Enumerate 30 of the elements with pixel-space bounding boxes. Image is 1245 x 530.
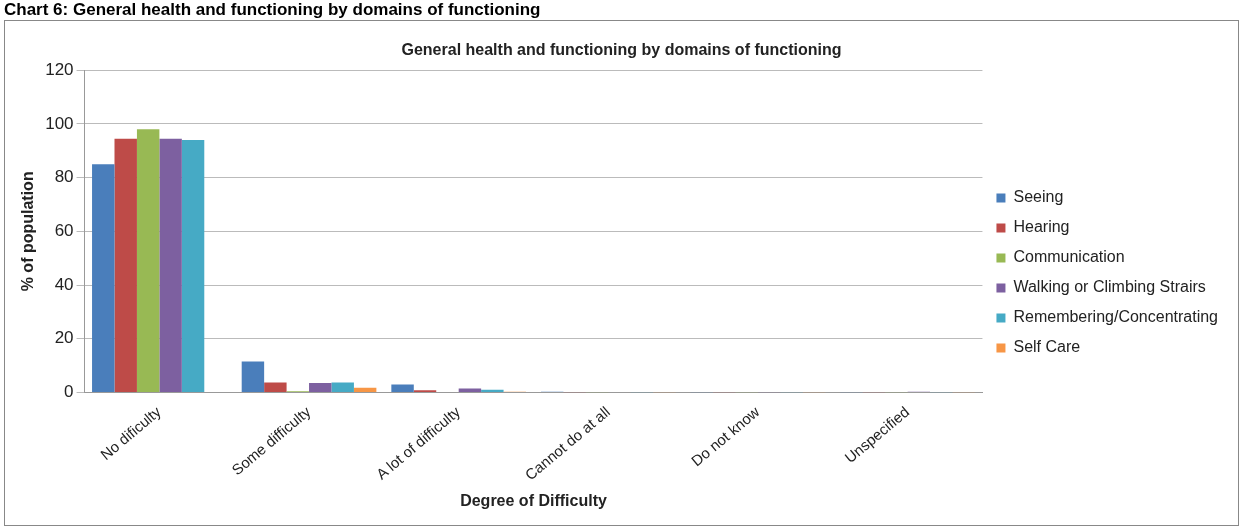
legend-label: Walking or Climbing Strairs xyxy=(1013,278,1206,296)
bar xyxy=(309,383,332,392)
y-tick-label: 80 xyxy=(54,167,74,187)
bar xyxy=(458,388,482,392)
bar xyxy=(331,382,354,392)
legend-label: Seeing xyxy=(1013,188,1064,206)
bar xyxy=(353,387,377,392)
y-tick-label: 40 xyxy=(54,274,74,294)
bar xyxy=(181,140,205,392)
y-tick-label: 20 xyxy=(54,328,74,348)
bar xyxy=(92,164,115,392)
y-tick-label: 120 xyxy=(45,59,74,79)
y-tick-label: 0 xyxy=(64,382,74,402)
bar xyxy=(136,129,160,392)
bar xyxy=(159,138,182,392)
bar xyxy=(391,384,414,392)
legend-label: Self Care xyxy=(1013,338,1081,356)
bar xyxy=(241,361,265,392)
legend-label: Communication xyxy=(1013,248,1125,266)
legend-label: Remembering/Concentrating xyxy=(1013,308,1218,326)
caption: Chart 6: General health and functioning by domains of functioning xyxy=(4,0,541,20)
bar xyxy=(481,389,504,392)
chart-title: General health and functioning by domains of functioning xyxy=(401,41,842,59)
bar xyxy=(264,382,287,392)
legend-label: Hearing xyxy=(1013,218,1070,236)
y-tick-label: 100 xyxy=(45,113,74,133)
y-tick-label: 60 xyxy=(54,221,74,241)
x-axis-title: Degree of Difficulty xyxy=(460,491,607,509)
bar xyxy=(114,138,137,392)
y-axis-title: % of population xyxy=(19,171,37,292)
